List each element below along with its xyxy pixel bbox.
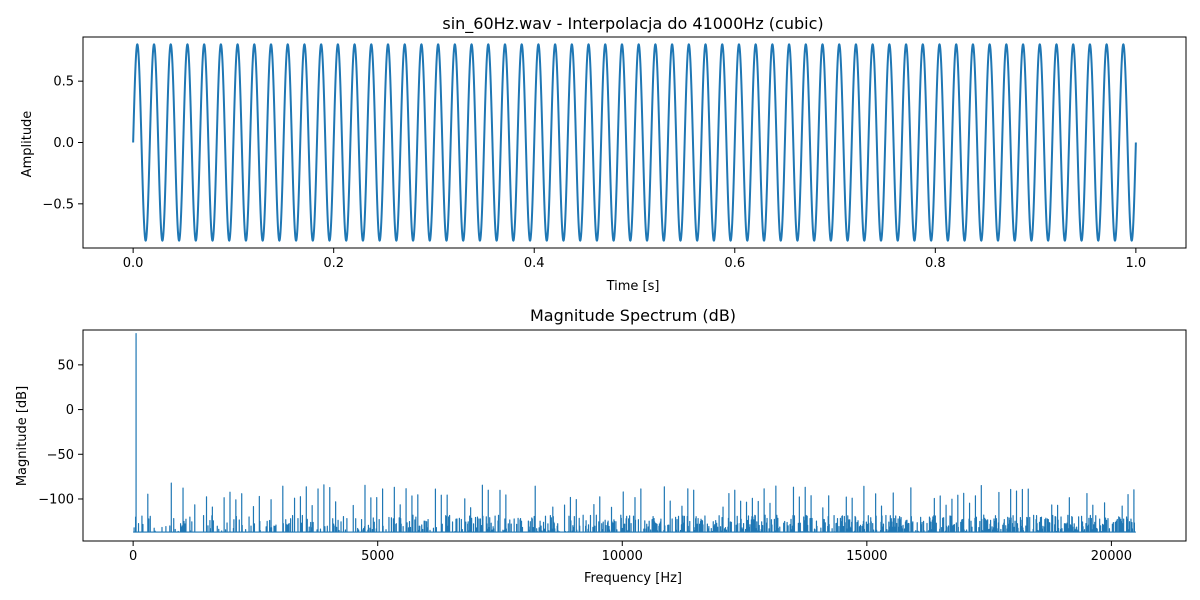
spectrum-chart-xtick-label: 0 — [129, 549, 137, 564]
time-domain-chart: sin_60Hz.wav - Interpolacja do 41000Hz (… — [20, 14, 1187, 294]
spectrum-chart-xtick-label: 10000 — [602, 549, 643, 564]
spectrum-chart-ylabel: Magnitude [dB] — [15, 386, 30, 486]
time-chart-xtick-label: 0.2 — [323, 256, 344, 271]
spectrum-chart-xtick-label: 20000 — [1091, 549, 1132, 564]
spectrum-chart-frame — [82, 329, 1187, 542]
time-chart-ytick-label: −0.5 — [42, 197, 74, 212]
spectrum-chart-ytick-label: 50 — [57, 358, 74, 373]
time-chart-ytick-label: 0.0 — [53, 136, 74, 151]
time-chart-frame — [82, 36, 1187, 249]
spectrum-chart-xtick-label: 15000 — [846, 549, 887, 564]
time-chart-ylabel: Amplitude — [20, 111, 35, 178]
time-chart-xtick-label: 0.6 — [724, 256, 745, 271]
time-series-line — [132, 43, 1137, 242]
spectrum-chart-ytick-label: 0 — [66, 403, 74, 418]
time-chart-xtick-label: 0.0 — [123, 256, 144, 271]
spectrum-chart-xlabel: Frequency [Hz] — [584, 571, 682, 586]
spectrum-chart-ytick-label: −50 — [47, 448, 74, 463]
spectrum-series-line — [133, 332, 1136, 533]
spectrum-chart: Magnitude Spectrum (dB) Frequency [Hz] M… — [15, 306, 1187, 586]
spectrum-chart-ticks: 0 5000 10000 15000 20000 50 0 −50 −100 — [38, 358, 1132, 564]
spectrum-chart-xtick-label: 5000 — [361, 549, 394, 564]
time-chart-title: sin_60Hz.wav - Interpolacja do 41000Hz (… — [442, 14, 823, 34]
time-chart-xlabel: Time [s] — [606, 279, 660, 294]
spectrum-chart-title: Magnitude Spectrum (dB) — [530, 306, 736, 325]
time-chart-ytick-label: 0.5 — [53, 75, 74, 90]
time-chart-ticks: 0.0 0.2 0.4 0.6 0.8 1.0 0.5 0.0 −0.5 — [42, 75, 1146, 271]
time-chart-xtick-label: 0.8 — [925, 256, 946, 271]
spectrum-chart-ytick-label: −100 — [38, 492, 74, 507]
time-chart-xtick-label: 0.4 — [524, 256, 545, 271]
time-chart-xtick-label: 1.0 — [1126, 256, 1147, 271]
